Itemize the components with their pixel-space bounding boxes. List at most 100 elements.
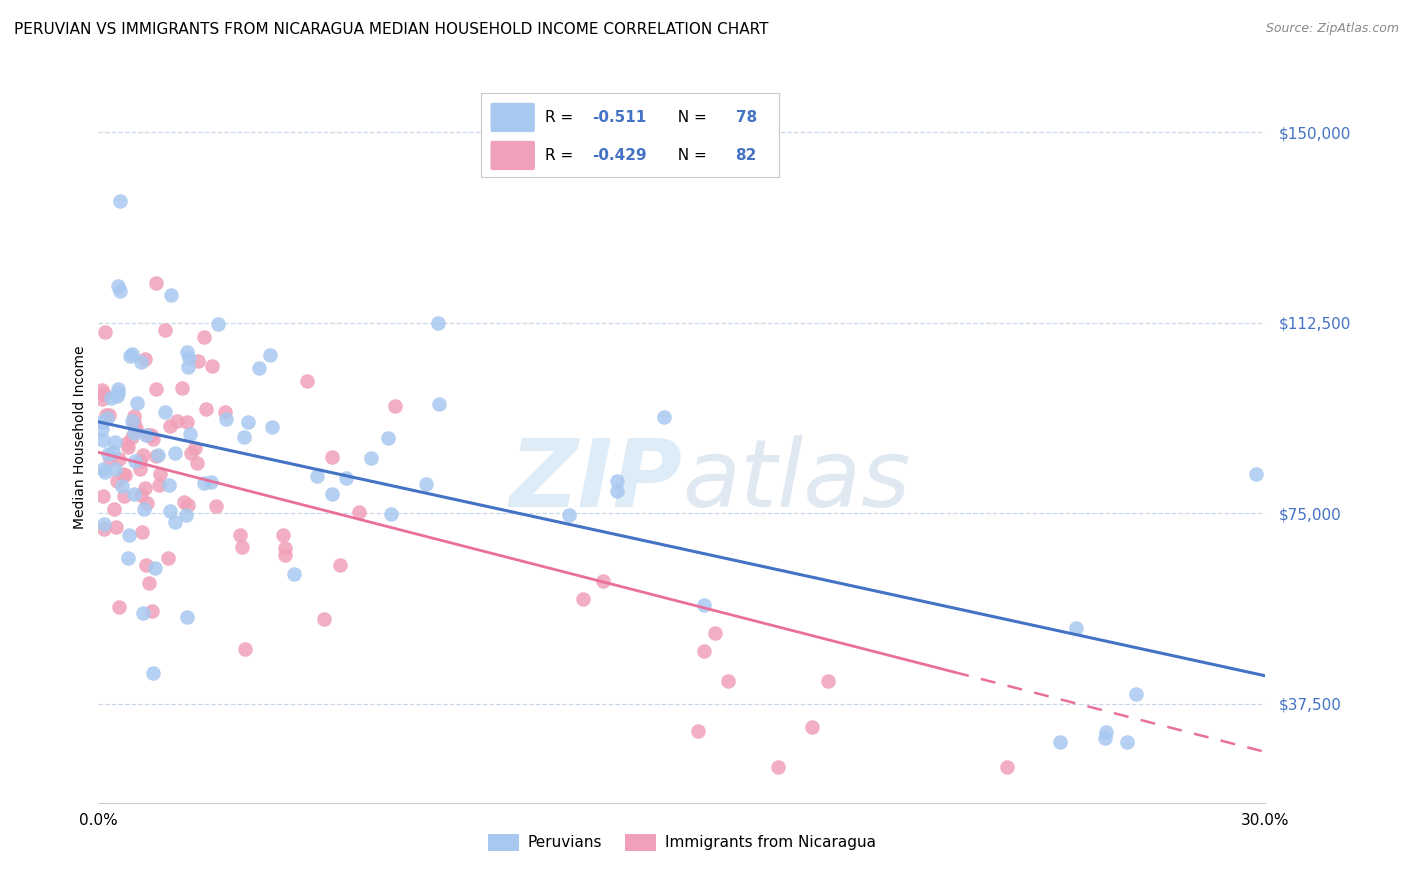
Point xyxy=(233,641,256,656)
Point xyxy=(93,522,115,536)
Point xyxy=(124,454,146,468)
Point xyxy=(114,468,136,483)
Point xyxy=(131,525,153,540)
Point xyxy=(193,476,215,491)
Point xyxy=(111,467,134,482)
Point xyxy=(122,486,145,500)
Point xyxy=(817,674,839,689)
Point xyxy=(135,558,157,572)
Point xyxy=(314,612,336,626)
Point xyxy=(145,382,167,396)
Point xyxy=(118,528,141,542)
FancyBboxPatch shape xyxy=(491,103,534,132)
Point xyxy=(98,408,121,422)
Point xyxy=(124,409,146,423)
Point xyxy=(98,452,121,467)
Point xyxy=(214,405,236,419)
Point xyxy=(163,515,186,529)
Point xyxy=(107,382,129,396)
Point xyxy=(572,592,595,607)
Point xyxy=(96,411,118,425)
Point xyxy=(176,415,198,429)
Point xyxy=(335,471,357,485)
Point xyxy=(606,474,628,488)
Point xyxy=(108,599,131,614)
Point xyxy=(1115,735,1137,749)
Text: -0.429: -0.429 xyxy=(592,148,647,163)
Point xyxy=(193,330,215,344)
Point xyxy=(159,287,181,301)
Point xyxy=(232,430,254,444)
Point xyxy=(105,475,128,489)
Point xyxy=(129,462,152,476)
Point xyxy=(129,488,152,502)
Point xyxy=(104,462,127,476)
Point xyxy=(347,505,370,519)
Point xyxy=(93,517,115,532)
Point xyxy=(125,421,148,435)
Point xyxy=(692,644,714,658)
Point xyxy=(652,409,675,424)
Point xyxy=(703,626,725,640)
Point xyxy=(128,454,150,468)
Point xyxy=(91,489,114,503)
Point xyxy=(177,359,200,374)
Point xyxy=(107,386,129,401)
Point xyxy=(427,316,450,330)
Point xyxy=(120,350,142,364)
Point xyxy=(179,426,201,441)
Point xyxy=(124,423,146,437)
Legend: Peruvians, Immigrants from Nicaragua: Peruvians, Immigrants from Nicaragua xyxy=(482,828,882,857)
Point xyxy=(148,478,170,492)
Point xyxy=(800,720,823,734)
Point xyxy=(125,395,148,409)
Point xyxy=(170,381,193,395)
Text: -0.511: -0.511 xyxy=(592,110,647,125)
Point xyxy=(134,351,156,366)
Point xyxy=(183,441,205,455)
Point xyxy=(107,451,129,466)
Point xyxy=(139,428,162,442)
Point xyxy=(173,495,195,509)
Point xyxy=(271,527,294,541)
Point xyxy=(105,520,128,534)
Point xyxy=(93,325,115,339)
Point xyxy=(201,359,224,373)
Point xyxy=(247,361,270,376)
Point xyxy=(236,415,259,429)
Point xyxy=(153,323,176,337)
Point xyxy=(415,477,437,491)
Point xyxy=(141,604,163,618)
Point xyxy=(179,351,201,365)
Point xyxy=(101,445,124,459)
Point xyxy=(108,285,131,299)
Text: atlas: atlas xyxy=(682,435,910,526)
Point xyxy=(283,566,305,581)
Text: R =: R = xyxy=(546,110,578,125)
Point xyxy=(108,194,131,209)
Point xyxy=(1049,735,1071,749)
Point xyxy=(180,446,202,460)
Point xyxy=(606,484,628,499)
Point xyxy=(380,507,402,521)
Point xyxy=(132,501,155,516)
Point xyxy=(165,446,187,460)
Point xyxy=(274,541,297,556)
Point xyxy=(274,548,297,562)
Point xyxy=(766,760,789,774)
Point xyxy=(142,666,165,681)
Point xyxy=(91,434,114,448)
Point xyxy=(93,387,115,401)
Point xyxy=(97,447,120,461)
Point xyxy=(149,467,172,482)
Point xyxy=(145,277,167,291)
Point xyxy=(384,400,406,414)
Point xyxy=(91,415,114,429)
Point xyxy=(146,448,169,462)
Point xyxy=(117,550,139,565)
Point xyxy=(135,428,157,442)
Point xyxy=(195,402,218,417)
Point xyxy=(134,481,156,495)
Point xyxy=(112,489,135,503)
Point xyxy=(91,383,114,397)
